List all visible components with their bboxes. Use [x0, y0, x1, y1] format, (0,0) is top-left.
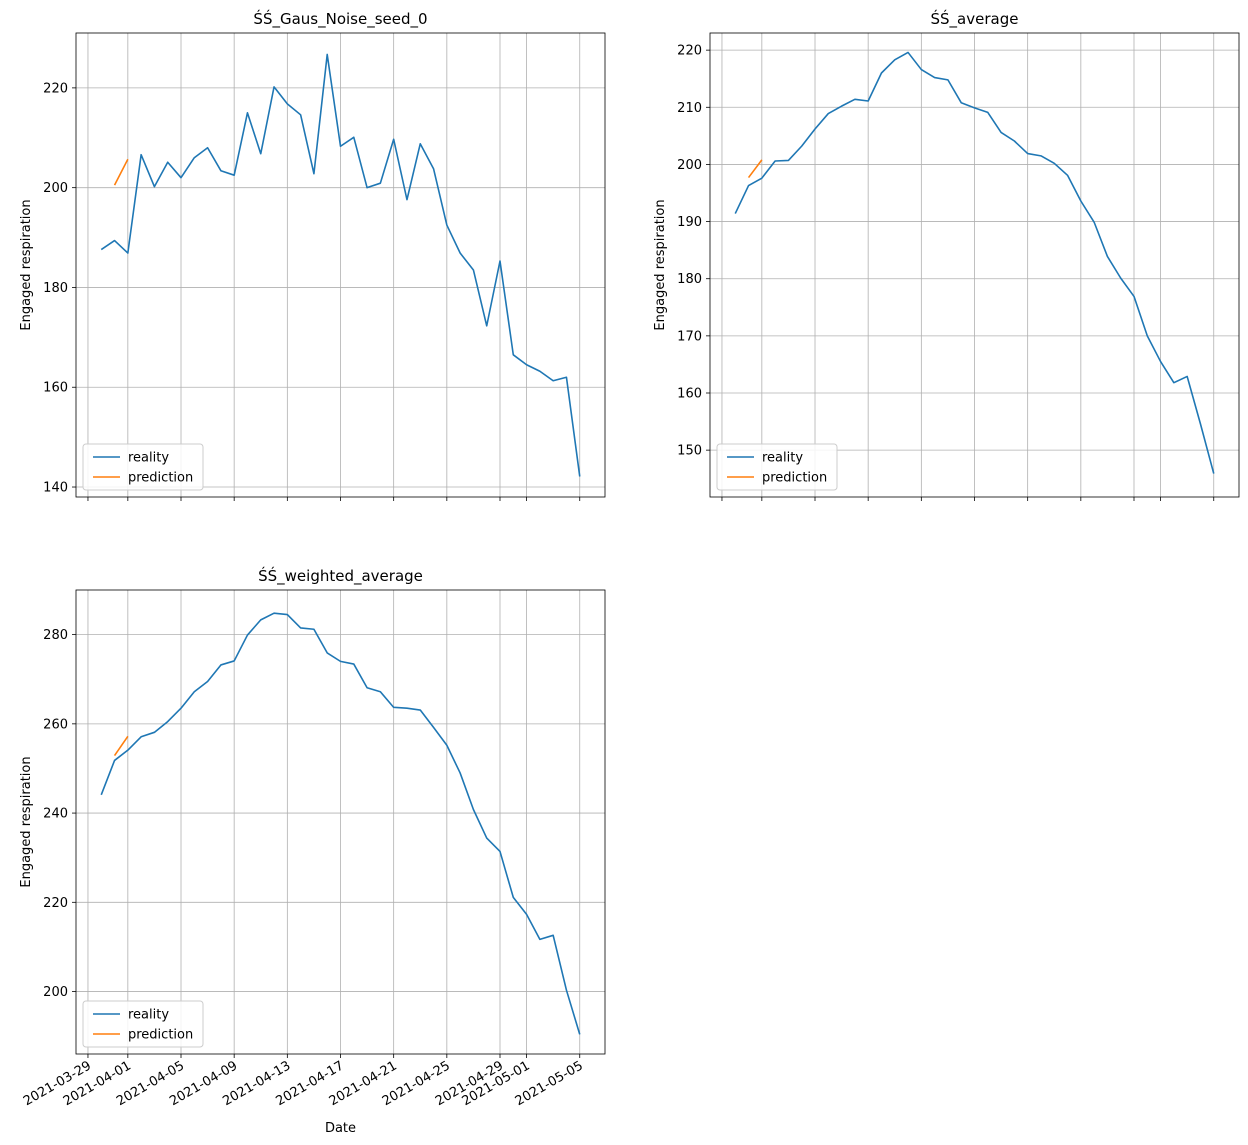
axes-frame — [75, 32, 606, 498]
y-axis-label: Engaged respiration — [19, 756, 34, 887]
legend-prediction: prediction — [128, 1028, 193, 1043]
y-axis-label: Engaged respiration — [653, 199, 668, 330]
y-tick-label: 160 — [677, 387, 702, 402]
legend-prediction: prediction — [762, 471, 827, 486]
subplot-weighted-average: 2021-03-292021-04-012021-04-052021-04-09… — [19, 566, 606, 1136]
y-tick-label: 220 — [677, 44, 702, 59]
y-tick-label: 260 — [43, 717, 68, 732]
plot-area: 150 160 170 180 190 200 210 220 — [677, 32, 1240, 501]
legend-frame — [82, 443, 204, 491]
legend: reality prediction — [82, 443, 204, 491]
legend-reality: reality — [762, 451, 803, 466]
axes-frame — [709, 32, 1240, 498]
y-tick-label: 190 — [677, 215, 702, 230]
y-tick-label: 220 — [43, 896, 68, 911]
y-tick-label: 200 — [677, 158, 702, 173]
y-tick-label: 200 — [43, 181, 68, 196]
legend-reality: reality — [128, 1008, 169, 1023]
y-tick-label: 150 — [677, 444, 702, 459]
y-tick-label: 240 — [43, 807, 68, 822]
legend-reality: reality — [128, 451, 169, 466]
series-line-reality — [100, 53, 581, 477]
y-tick-label: 280 — [43, 628, 68, 643]
subplot-gaus-noise: 140 160 180 200 220 ŚŚ_Gaus_Noise_seed_0 Eng… — [19, 9, 606, 501]
legend-frame — [82, 1000, 204, 1048]
y-tick-label: 170 — [677, 329, 702, 344]
legend: reality prediction — [716, 443, 838, 491]
y-tick-label: 140 — [43, 481, 68, 496]
y-tick-label: 180 — [43, 281, 68, 296]
y-tick-label: 160 — [43, 381, 68, 396]
axes-frame — [75, 589, 606, 1055]
subplot-title: ŚŚ_average — [931, 9, 1019, 29]
series-line-prediction — [747, 159, 763, 179]
subplot-average: 150 160 170 180 190 200 210 220 ŚŚ_average Enga… — [653, 9, 1240, 501]
subplot-title: ŚŚ_Gaus_Noise_seed_0 — [253, 9, 427, 29]
series-line-reality — [100, 612, 581, 1035]
plot-area: 140 160 180 200 220 — [43, 32, 606, 501]
subplot-title: ŚŚ_weighted_average — [258, 566, 423, 586]
y-tick-label: 200 — [43, 985, 68, 1000]
legend-frame — [716, 443, 838, 491]
series-line-prediction — [113, 735, 129, 756]
series-line-reality — [734, 51, 1215, 474]
y-tick-label: 180 — [677, 272, 702, 287]
y-tick-label: 210 — [677, 101, 702, 116]
series-line-prediction — [113, 158, 129, 186]
legend-prediction: prediction — [128, 471, 193, 486]
y-axis-label: Engaged respiration — [19, 199, 34, 330]
y-tick-label: 220 — [43, 81, 68, 96]
x-axis-label: Date — [325, 1121, 356, 1136]
legend: reality prediction — [82, 1000, 204, 1048]
